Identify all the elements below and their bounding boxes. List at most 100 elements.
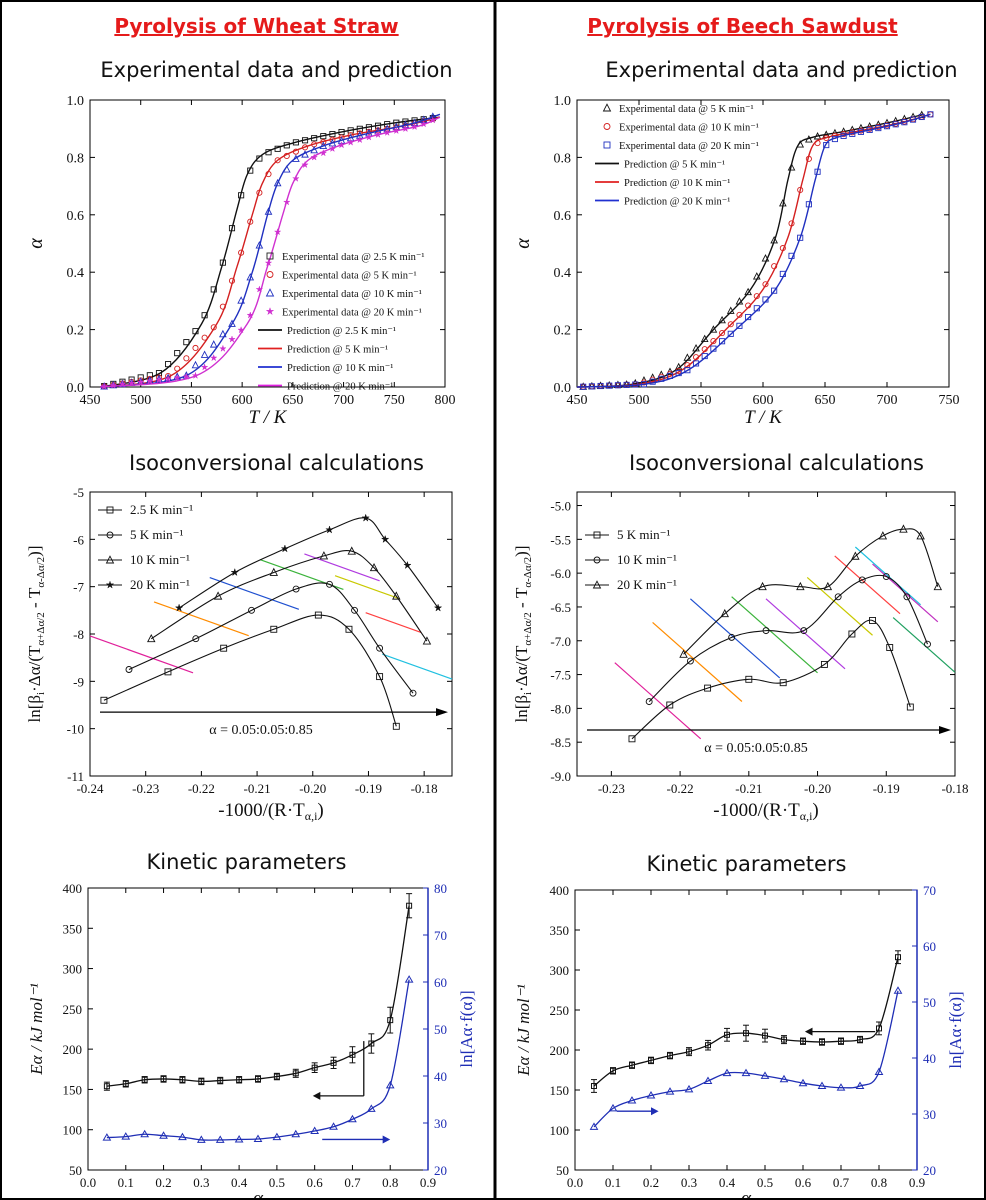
- x-tick-label: 0.1: [118, 1175, 134, 1190]
- legend-label: Prediction @ 10 K min⁻¹: [287, 363, 393, 374]
- y-axis-label: Eα / kJ mol⁻¹: [27, 983, 46, 1075]
- isoconversion-fit-line: [834, 555, 901, 615]
- data-point-square: [201, 312, 208, 319]
- data-point-square: [122, 1080, 129, 1087]
- y2-tick-label: 50: [923, 995, 936, 1010]
- data-point-circle: [805, 155, 812, 162]
- data-point-circle: [728, 633, 736, 641]
- y2-tick-label: 60: [434, 975, 447, 990]
- x-axis-label: T / K: [249, 407, 288, 428]
- x-tick-label: 800: [435, 393, 456, 408]
- alpha-arrow-head: [436, 708, 448, 717]
- data-point-star: [105, 580, 115, 589]
- activation-energy-line: [593, 957, 899, 1087]
- y-tick-label: 0.6: [554, 209, 572, 224]
- data-point-triangle: [674, 362, 683, 371]
- data-point-triangle: [269, 567, 279, 576]
- data-point-square: [927, 111, 934, 118]
- data-point-triangle: [310, 1126, 320, 1134]
- data-point-square: [217, 1077, 224, 1084]
- data-point-circle: [192, 344, 199, 352]
- data-point-star: [325, 525, 334, 534]
- y-tick-label: 0.8: [67, 151, 85, 166]
- x-tick-label: 0.7: [344, 1175, 361, 1190]
- data-point-square: [736, 322, 743, 329]
- data-point-triangle: [709, 325, 718, 333]
- section-title: Experimental data and prediction: [605, 58, 958, 82]
- y-tick-label: 200: [550, 1043, 570, 1058]
- isoconversion-fit-line: [690, 598, 781, 679]
- data-point-triangle: [273, 178, 282, 187]
- section-title: Experimental data and prediction: [100, 58, 453, 82]
- data-point-circle: [593, 556, 601, 564]
- data-point-square: [901, 119, 908, 126]
- data-point-triangle: [770, 235, 778, 244]
- y-tick-label: -5: [73, 485, 84, 500]
- y2-tick-label: 50: [434, 1022, 447, 1037]
- data-point-star: [109, 381, 118, 389]
- data-point-triangle: [159, 1131, 168, 1139]
- y-axis-label: α: [512, 238, 534, 249]
- data-point-square: [849, 130, 856, 137]
- data-point-triangle: [779, 1074, 789, 1083]
- data-point-triangle: [779, 198, 787, 207]
- section-title: Kinetic parameters: [646, 852, 847, 876]
- data-point-star: [403, 560, 412, 570]
- prediction-line-20: [576, 113, 931, 388]
- data-point-triangle: [703, 1076, 713, 1084]
- data-point-triangle: [173, 372, 182, 380]
- data-point-square: [345, 625, 353, 633]
- x-tick-label: 700: [333, 393, 354, 408]
- isoconversion-fit-line: [153, 601, 249, 637]
- data-point-circle: [882, 573, 890, 580]
- data-point-square: [301, 137, 309, 144]
- isoconversion-fit-line: [614, 662, 702, 740]
- data-point-square: [628, 735, 636, 743]
- x-tick-label: -0.22: [188, 781, 215, 796]
- y-tick-label: -7.0: [550, 634, 571, 649]
- data-point-circle: [283, 152, 290, 160]
- y-tick-label: -7: [73, 580, 84, 595]
- data-point-triangle: [422, 636, 432, 645]
- data-point-triangle: [292, 154, 300, 162]
- data-point-triangle: [916, 531, 925, 540]
- data-point-square: [701, 352, 708, 360]
- data-point-circle: [256, 189, 263, 196]
- data-point-triangle: [105, 555, 115, 564]
- data-point-circle: [924, 640, 931, 648]
- data-point-square: [349, 1051, 356, 1058]
- legend-label: Experimental data @ 10 K min⁻¹: [619, 123, 759, 134]
- x-tick-label: 0.1: [605, 1175, 621, 1190]
- data-point-triangle: [255, 241, 264, 249]
- lnA-line: [106, 979, 410, 1141]
- x-tick-label: 0.9: [420, 1175, 436, 1190]
- data-point-star: [428, 116, 437, 124]
- y2-tick-label: 30: [923, 1107, 936, 1122]
- data-point-triangle: [219, 329, 227, 338]
- data-point-square: [823, 142, 830, 149]
- data-point-square: [174, 350, 181, 357]
- plot-frame: [87, 887, 429, 1171]
- y-tick-label: -8: [73, 627, 84, 642]
- y-tick-label: 0.2: [554, 324, 572, 339]
- data-point-circle: [106, 531, 114, 539]
- data-point-triangle: [720, 608, 730, 618]
- x-tick-label: 0.2: [155, 1175, 171, 1190]
- data-point-triangle: [369, 562, 379, 572]
- data-point-circle: [701, 346, 708, 353]
- prediction-line-10: [100, 113, 441, 388]
- data-point-triangle: [234, 1134, 244, 1143]
- data-point-square: [274, 145, 281, 152]
- legend-label: Prediction @ 10 K min⁻¹: [624, 178, 730, 189]
- data-point-circle: [692, 354, 700, 361]
- data-point-star: [118, 380, 127, 388]
- data-point-square: [857, 128, 865, 135]
- data-point-square: [198, 1078, 205, 1085]
- y2-tick-label: 20: [923, 1163, 936, 1178]
- data-point-circle: [219, 303, 226, 310]
- data-point-star: [361, 513, 370, 522]
- data-point-circle: [201, 334, 208, 341]
- data-point-star: [265, 306, 275, 316]
- legend-label: Experimental data @ 20 K min⁻¹: [282, 308, 422, 319]
